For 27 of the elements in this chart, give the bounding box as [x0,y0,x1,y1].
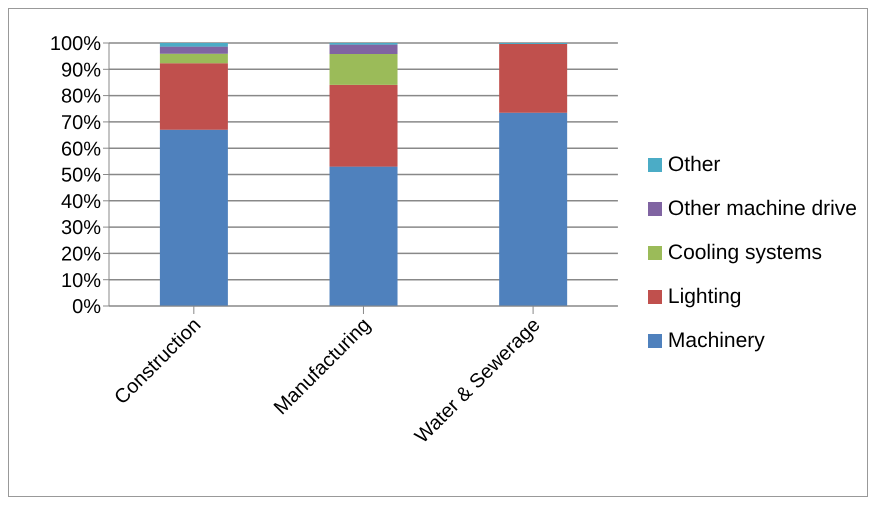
legend-label: Machinery [668,328,765,352]
legend-label: Cooling systems [668,240,822,264]
bar [330,84,398,167]
y-tick-label: 40% [60,190,102,213]
y-tick-label: 90% [60,59,102,82]
bar [160,43,228,47]
y-tick-label: 10% [60,270,102,292]
legend-label: Lighting [668,284,742,308]
bar [160,54,228,64]
bar [499,44,568,113]
bar [160,63,228,130]
bar [160,46,228,54]
y-tick-label: 100% [50,33,102,56]
legend-label: Other machine drive [668,196,857,220]
bar [330,54,398,85]
bar [160,130,228,306]
y-tick-label: 20% [60,244,102,266]
bar [330,44,398,54]
y-tick-label: 80% [60,86,102,108]
y-tick-label: 60% [60,138,102,160]
bar [330,166,398,306]
bar [499,112,568,306]
legend-label: Other [668,152,720,176]
y-tick-label: 0% [72,296,102,318]
y-tick-label: 30% [60,217,102,240]
y-tick-label: 70% [60,112,102,134]
y-tick-label: 50% [60,164,102,187]
